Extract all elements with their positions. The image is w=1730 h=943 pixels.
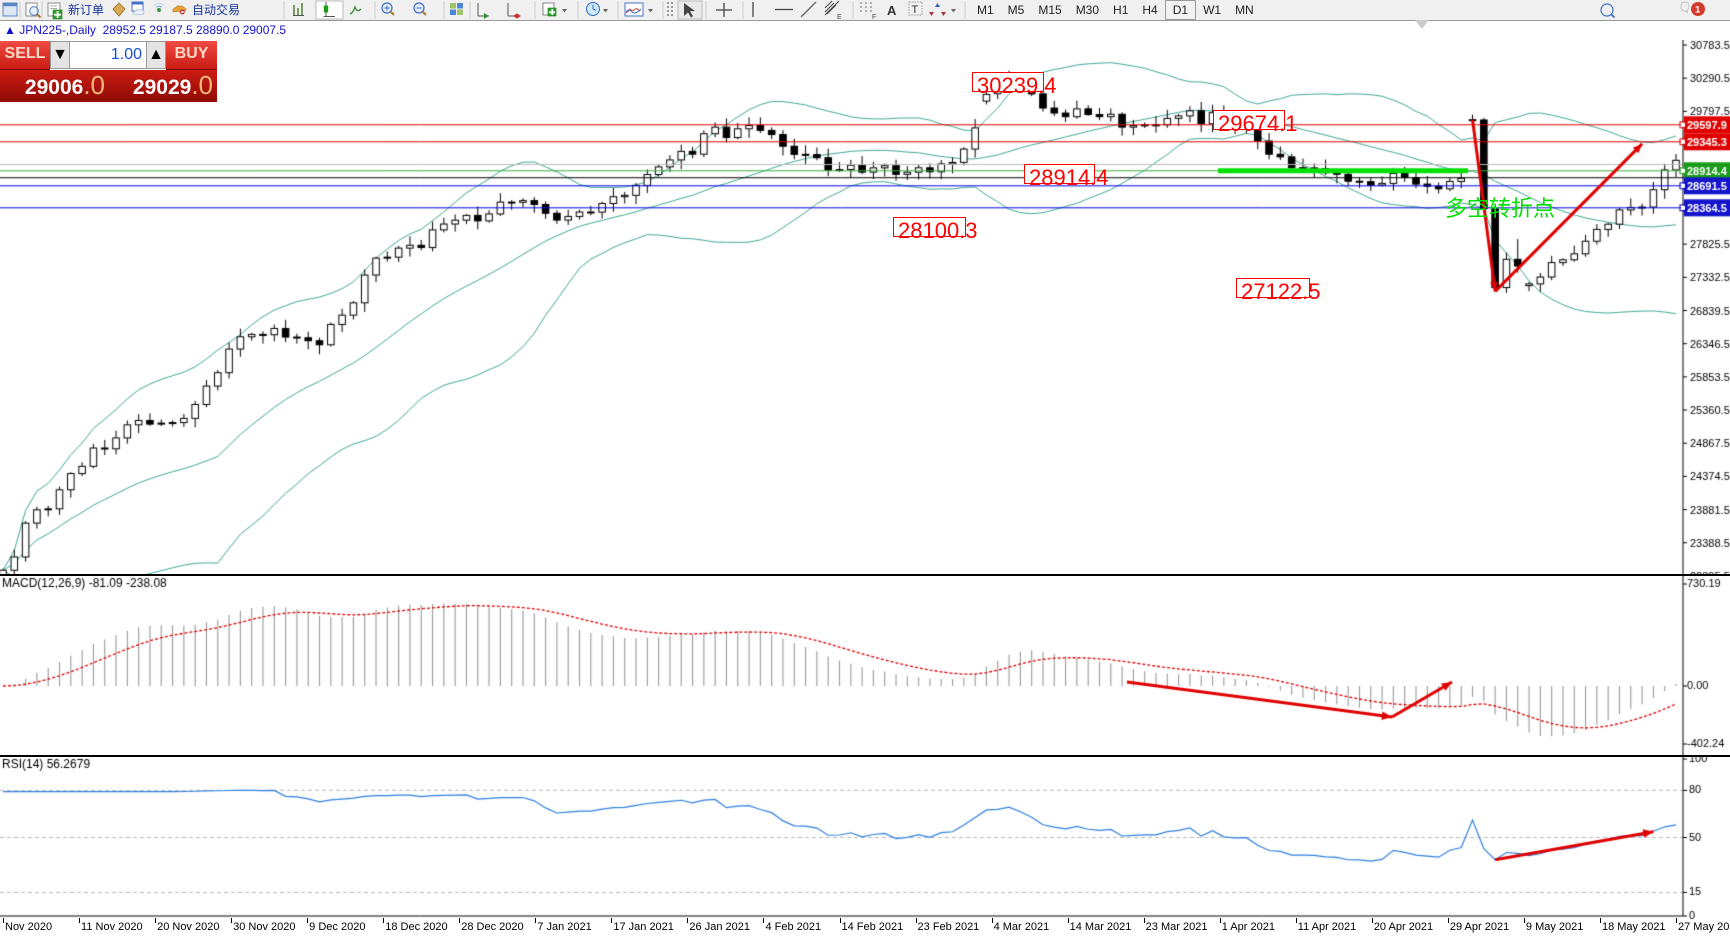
svg-text:A: A — [887, 3, 897, 18]
svg-text:E: E — [837, 14, 842, 20]
svg-text:F: F — [872, 14, 876, 20]
svg-text:T: T — [912, 4, 919, 16]
svg-text:自动交易: 自动交易 — [192, 2, 240, 17]
svg-text:新订单: 新订单 — [68, 2, 104, 17]
svg-text:1: 1 — [1695, 5, 1701, 16]
